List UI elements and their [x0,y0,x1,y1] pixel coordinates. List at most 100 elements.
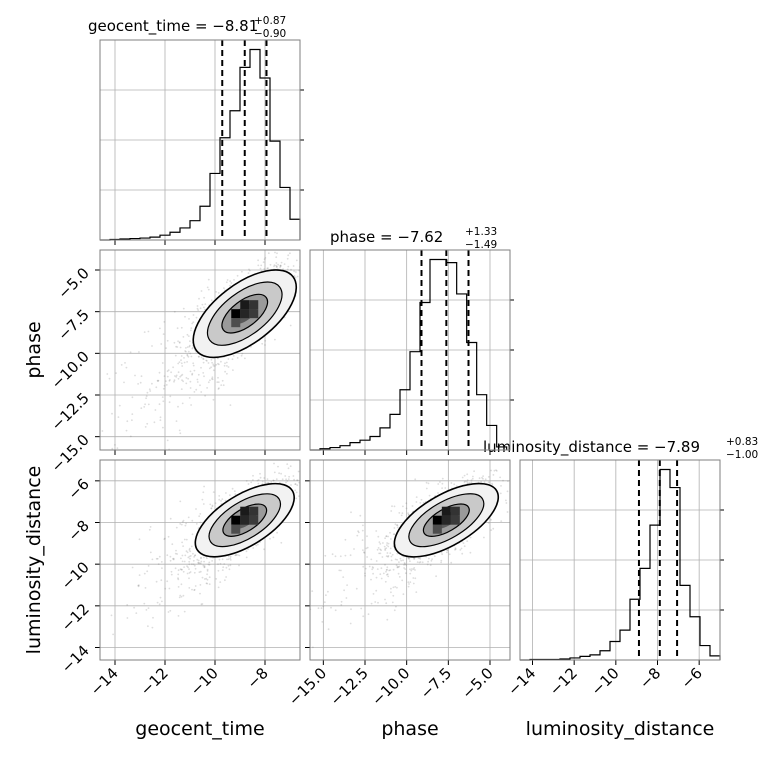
scatter-point [143,602,146,605]
scatter-point [294,489,297,492]
scatter-point [285,481,287,484]
scatter-point [387,542,390,545]
scatter-point [275,262,278,264]
scatter-point [161,396,164,398]
scatter-point [180,595,183,598]
y-tick-label: −12.5 [48,389,93,434]
scatter-point [224,362,226,365]
scatter-point [396,524,398,526]
scatter-point [385,602,388,605]
scatter-point [257,264,260,267]
scatter-point [365,547,368,550]
scatter-point [169,555,172,558]
scatter-point [377,601,379,604]
scatter-point [131,566,134,569]
scatter-point [353,548,355,550]
scatter-point [208,583,211,586]
scatter-point [370,558,373,561]
scatter-point [200,391,203,393]
y-tick-label: −10 [58,558,93,593]
scatter-point [418,557,421,559]
scatter-point [162,333,165,335]
scatter-point [286,257,289,260]
scatter-point [389,552,392,554]
title-luminosity-distance-minus: −1.00 [726,449,758,461]
scatter-point [200,366,202,369]
scatter-point [437,492,439,494]
title-phase-plus: +1.33 [465,226,497,238]
scatter-point [231,358,234,361]
scatter-point [280,229,282,231]
scatter-point [155,580,158,583]
scatter-point [187,566,189,569]
x-tick-label: −12 [137,664,172,699]
scatter-point [180,583,183,586]
scatter-point [404,568,407,570]
scatter-point [180,374,183,377]
scatter-point [181,541,184,544]
scatter-point [169,559,172,562]
scatter-point [301,495,303,497]
scatter-point [283,263,286,265]
scatter-point [427,560,429,563]
scatter-point [323,601,326,604]
scatter-point [440,551,443,554]
scatter-point [431,558,433,560]
scatter-point [493,469,496,472]
scatter-point [505,502,508,504]
scatter-point [396,524,399,526]
scatter-point [153,421,156,424]
y-tick-label: −14 [58,642,93,677]
scatter-point [212,363,215,366]
scatter-point [144,587,147,589]
scatter-point [522,470,524,472]
scatter-point [280,261,283,264]
density-cell [249,309,259,319]
scatter-point [260,264,263,267]
scatter-point [346,584,348,586]
scatter-point [412,577,415,579]
scatter-point [225,281,228,284]
scatter-point [303,552,305,554]
scatter-point [500,485,502,487]
scatter-point [228,568,231,571]
scatter-point [362,565,365,568]
scatter-point [289,252,291,255]
scatter-point [446,549,449,552]
scatter-point [191,372,194,375]
scatter-point [189,352,192,355]
scatter-point [175,345,178,348]
scatter-point [366,535,368,538]
scatter-point [126,617,129,619]
scatter-point [455,485,458,487]
scatter-point [182,570,185,573]
scatter-point [236,357,239,359]
scatter-point [215,578,218,580]
scatter-point [189,370,192,373]
scatter-point [304,618,306,620]
scatter-point [177,405,179,408]
scatter-point [145,397,148,400]
scatter-point [184,554,187,557]
scatter-point [387,545,390,548]
scatter-point [200,603,203,606]
scatter-point [138,584,140,587]
scatter-point [112,633,114,636]
scatter-point [359,514,362,517]
scatter-point [411,568,413,570]
scatter-point [194,585,197,587]
scatter-point [184,315,186,318]
scatter-point [118,404,121,407]
scatter-point [381,556,384,558]
scatter-point [287,467,290,470]
scatter-point [199,562,202,565]
scatter-point [126,420,129,423]
scatter-point [190,545,193,548]
scatter-point [484,478,487,481]
scatter-point [208,367,211,370]
scatter-point [223,364,226,367]
scatter-point [145,454,147,456]
scatter-point [263,268,266,270]
histogram-step [100,48,301,241]
scatter-point [174,375,176,377]
